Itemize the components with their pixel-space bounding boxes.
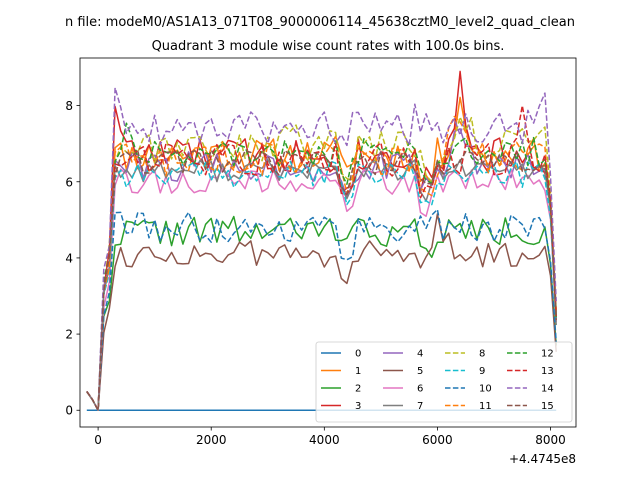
legend-label-4: 4 xyxy=(417,349,423,360)
legend-label-3: 3 xyxy=(355,401,361,412)
figure-suptitle: n file: modeM0/AS1A13_071T08_9000006114_… xyxy=(65,15,575,30)
legend-label-6: 6 xyxy=(417,384,423,395)
legend-label-13: 13 xyxy=(541,366,554,377)
x-offset-label: +4.4745e8 xyxy=(509,452,576,466)
series-line-5 xyxy=(86,213,557,411)
legend-label-9: 9 xyxy=(479,366,485,377)
series-line-9 xyxy=(86,160,557,411)
x-tick-label: 8000 xyxy=(535,433,566,447)
axes: 0 2000 4000 6000 8000 0 2 4 6 8 +4.4745e8 xyxy=(65,57,577,466)
series-lines xyxy=(86,70,557,411)
series-line-14 xyxy=(86,87,557,411)
legend-label-1: 1 xyxy=(355,366,361,377)
y-tick-label: 6 xyxy=(65,175,73,189)
series-line-10 xyxy=(86,208,557,411)
x-tick-label: 2000 xyxy=(196,433,227,447)
legend-label-7: 7 xyxy=(417,401,423,412)
legend-label-14: 14 xyxy=(541,384,554,395)
x-tick-label: 0 xyxy=(94,433,102,447)
legend-label-12: 12 xyxy=(541,349,554,360)
legend-label-0: 0 xyxy=(355,349,361,360)
legend-label-2: 2 xyxy=(355,384,361,395)
legend-box xyxy=(315,341,573,423)
y-tick-label: 8 xyxy=(65,99,73,113)
legend-label-8: 8 xyxy=(479,349,485,360)
series-line-15 xyxy=(86,149,557,411)
series-line-7 xyxy=(86,158,557,411)
series-line-4 xyxy=(86,128,557,411)
y-tick-label: 0 xyxy=(65,404,73,418)
series-line-13 xyxy=(86,104,557,411)
y-tick-label: 2 xyxy=(65,328,73,342)
legend-label-15: 15 xyxy=(541,401,554,412)
x-tick-label: 6000 xyxy=(422,433,453,447)
chart-title: Quadrant 3 module wise count rates with … xyxy=(152,39,505,54)
legend-label-5: 5 xyxy=(417,366,423,377)
series-line-2 xyxy=(86,215,557,411)
series-line-12 xyxy=(86,122,557,411)
x-tick-label: 4000 xyxy=(309,433,340,447)
legend-label-11: 11 xyxy=(479,401,492,412)
legend-label-10: 10 xyxy=(479,384,492,395)
y-tick-label: 4 xyxy=(65,251,73,265)
plot-frame xyxy=(79,57,577,428)
